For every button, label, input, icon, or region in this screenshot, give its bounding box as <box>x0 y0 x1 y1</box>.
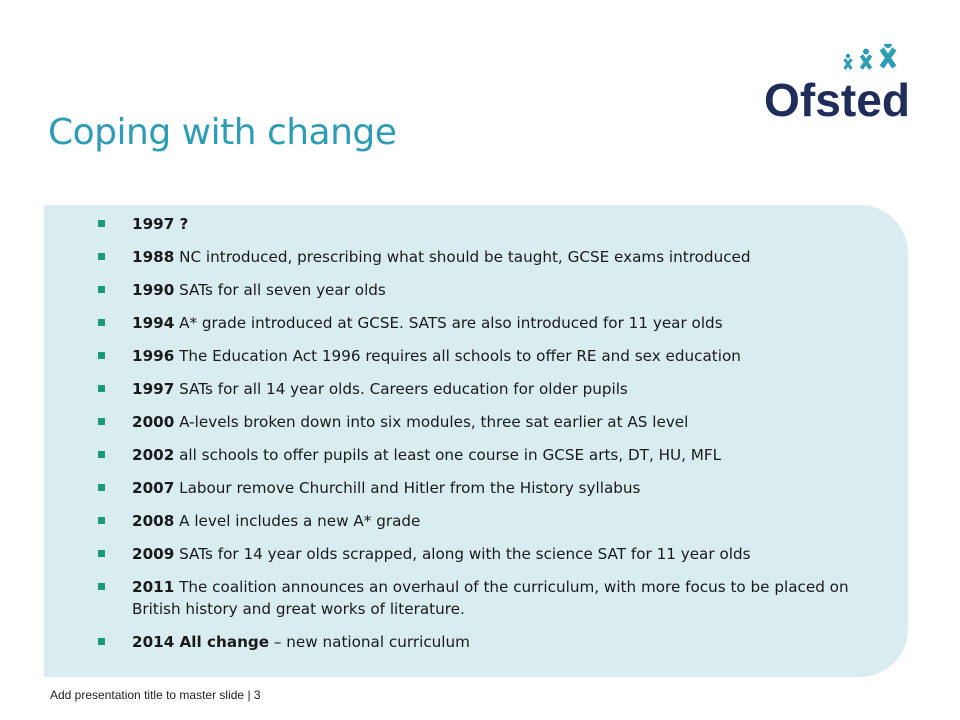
list-item: 2000 A-levels broken down into six modul… <box>44 411 908 433</box>
bullet-text: The coalition announces an overhaul of t… <box>132 578 849 618</box>
square-bullet-icon <box>98 253 105 260</box>
list-item: 1994 A* grade introduced at GCSE. SATS a… <box>44 312 908 334</box>
bullet-year: 2007 <box>132 479 175 497</box>
bullet-text: A* grade introduced at GCSE. SATS are al… <box>174 314 723 332</box>
list-item: 2014 All change – new national curriculu… <box>44 631 908 653</box>
bullet-year: 1994 <box>132 314 175 332</box>
bullet-year: 2008 <box>132 512 175 530</box>
list-item: 1988 NC introduced, prescribing what sho… <box>44 246 908 268</box>
bullet-year: 1997 ? <box>132 215 189 233</box>
square-bullet-icon <box>98 550 105 557</box>
bullet-text: The Education Act 1996 requires all scho… <box>174 347 741 365</box>
bullet-text: NC introduced, prescribing what should b… <box>174 248 751 266</box>
footer: Add presentation title to master slide |… <box>50 688 261 702</box>
list-item: 2002 all schools to offer pupils at leas… <box>44 444 908 466</box>
bullet-year: 1996 <box>132 347 175 365</box>
logo-wordmark: Ofsted <box>764 74 910 124</box>
bullet-text: SATs for all seven year olds <box>174 281 386 299</box>
list-item: 1990 SATs for all seven year olds <box>44 279 908 301</box>
list-item: 1997 ? <box>44 213 908 235</box>
bullet-text: A level includes a new A* grade <box>174 512 421 530</box>
list-item: 2007 Labour remove Churchill and Hitler … <box>44 477 908 499</box>
bullet-year: 1990 <box>132 281 175 299</box>
square-bullet-icon <box>98 220 105 227</box>
list-item: 1996 The Education Act 1996 requires all… <box>44 345 908 367</box>
square-bullet-icon <box>98 385 105 392</box>
square-bullet-icon <box>98 583 105 590</box>
bullet-year: 2000 <box>132 413 175 431</box>
slide-title: Coping with change <box>48 112 397 153</box>
content-panel: 1997 ? 1988 NC introduced, prescribing wh… <box>44 205 908 677</box>
square-bullet-icon <box>98 451 105 458</box>
list-item: 2008 A level includes a new A* grade <box>44 510 908 532</box>
list-item: 1997 SATs for all 14 year olds. Careers … <box>44 378 908 400</box>
bullet-year: 2009 <box>132 545 175 563</box>
list-item: 2009 SATs for 14 year olds scrapped, alo… <box>44 543 908 565</box>
bullet-year: 2002 <box>132 446 175 464</box>
timeline-list: 1997 ? 1988 NC introduced, prescribing wh… <box>44 213 908 664</box>
square-bullet-icon <box>98 418 105 425</box>
square-bullet-icon <box>98 638 105 645</box>
bullet-text: A-levels broken down into six modules, t… <box>174 413 689 431</box>
bullet-text: all schools to offer pupils at least one… <box>174 446 722 464</box>
square-bullet-icon <box>98 319 105 326</box>
bullet-year: 2011 <box>132 578 175 596</box>
square-bullet-icon <box>98 517 105 524</box>
ofsted-logo: Ofsted <box>764 44 910 124</box>
list-item: 2011 The coalition announces an overhaul… <box>44 576 908 620</box>
square-bullet-icon <box>98 352 105 359</box>
bullet-text: SATs for 14 year olds scrapped, along wi… <box>174 545 751 563</box>
bullet-year: 1997 <box>132 380 175 398</box>
bullet-text: Labour remove Churchill and Hitler from … <box>174 479 641 497</box>
bullet-text: – new national curriculum <box>269 633 470 651</box>
bullet-year: 2014 All change <box>132 633 270 651</box>
square-bullet-icon <box>98 286 105 293</box>
square-bullet-icon <box>98 484 105 491</box>
logo-stars-icon <box>843 44 897 70</box>
bullet-year: 1988 <box>132 248 175 266</box>
bullet-text: SATs for all 14 year olds. Careers educa… <box>174 380 628 398</box>
